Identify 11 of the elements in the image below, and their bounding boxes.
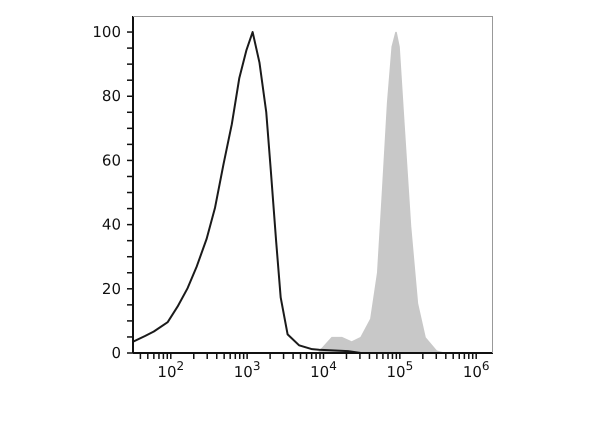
x-tick-label: 10$^{6}$ — [462, 359, 490, 381]
y-tick-label: 20 — [102, 280, 121, 298]
x-tick-label: 10$^{4}$ — [310, 359, 337, 381]
x-tick-label: 10$^{2}$ — [157, 359, 184, 381]
x-tick-label: 10$^{3}$ — [234, 359, 261, 381]
y-tick-label: 40 — [102, 216, 121, 234]
y-tick-label: 0 — [111, 344, 121, 362]
y-tick-label: 100 — [92, 23, 121, 42]
y-tick-label: 60 — [102, 151, 121, 170]
x-tick-label: 10$^{5}$ — [386, 359, 414, 381]
y-tick-label: 80 — [102, 87, 121, 106]
